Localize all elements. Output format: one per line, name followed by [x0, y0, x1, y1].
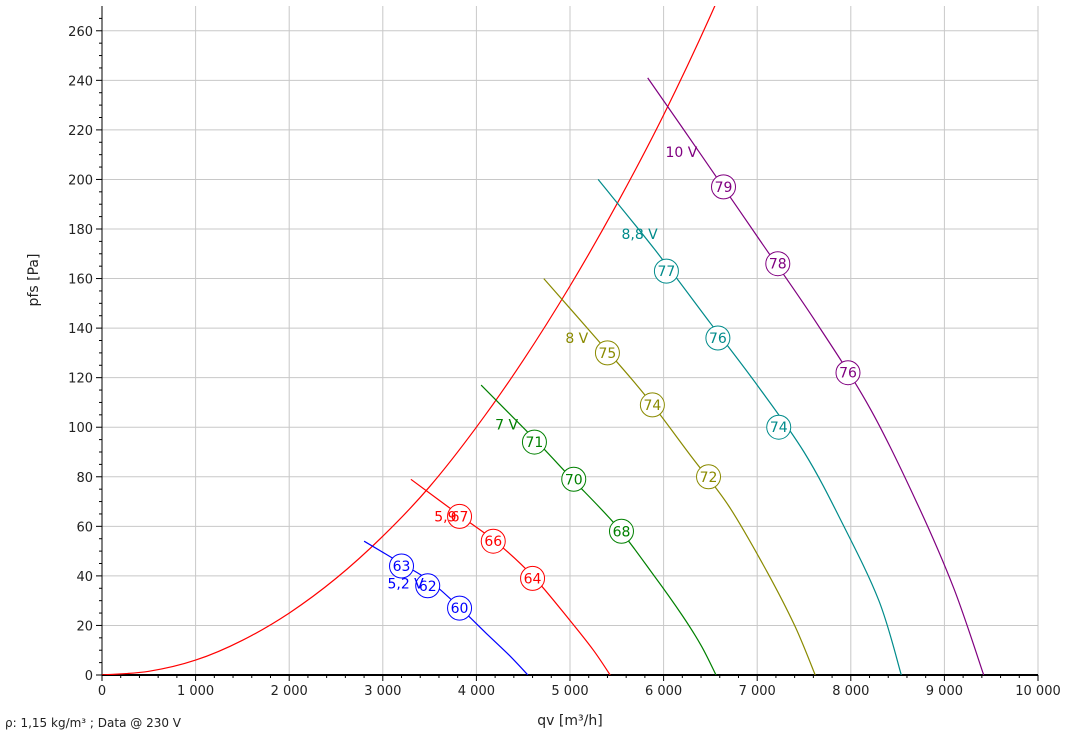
marker-1-0: 67 — [447, 503, 473, 529]
marker-2-2: 68 — [608, 518, 634, 544]
y-tick-label: 220 — [68, 124, 93, 139]
marker-circle — [766, 414, 792, 440]
series-label-5: 10 V — [665, 145, 697, 161]
marker-0-1: 62 — [415, 573, 441, 599]
series-label-2: 7 V — [495, 418, 518, 434]
marker-circle — [711, 174, 737, 200]
y-tick-label: 240 — [68, 74, 93, 89]
marker-3-0: 75 — [594, 340, 620, 366]
series-label-0: 5,2 V — [387, 576, 424, 592]
y-axis-label: pfs [Pa] — [26, 254, 42, 307]
marker-circle — [696, 464, 722, 490]
x-tick-label: 8 000 — [832, 684, 869, 699]
x-axis-label: qv [m³/h] — [537, 713, 602, 729]
y-tick-label: 180 — [68, 223, 93, 238]
marker-circle — [594, 340, 620, 366]
marker-3-1: 74 — [639, 392, 665, 418]
marker-circle — [608, 518, 634, 544]
marker-label: 78 — [769, 257, 787, 273]
footnote: ρ: 1,15 kg/m³ ; Data @ 230 V — [5, 716, 182, 730]
marker-5-2: 76 — [835, 360, 861, 386]
y-tick-label: 40 — [76, 570, 93, 585]
y-tick-label: 20 — [76, 619, 93, 634]
series-label-3: 8 V — [565, 331, 588, 347]
marker-label: 74 — [770, 420, 788, 436]
series-line-5 — [647, 77, 985, 675]
marker-label: 63 — [393, 559, 411, 575]
marker-circle — [835, 360, 861, 386]
marker-circle — [447, 595, 473, 621]
marker-0-2: 60 — [447, 595, 473, 621]
marker-label: 75 — [599, 346, 617, 362]
marker-label: 66 — [484, 534, 502, 550]
x-tick-label: 6 000 — [645, 684, 682, 699]
y-tick-label: 0 — [85, 669, 93, 684]
x-tick-label: 9 000 — [926, 684, 963, 699]
markers: 63 62 60 67 66 64 71 70 68 75 74 72 77 76 74 79 78 76 — [389, 174, 861, 621]
y-tick-label: 140 — [68, 322, 93, 337]
x-tick-label: 0 — [98, 684, 106, 699]
y-axis-ticks: 0 20 40 60 80 100 120 140 160 180 200 220 240 260 — [68, 17, 102, 684]
marker-label: 77 — [657, 264, 675, 280]
marker-label: 60 — [451, 601, 469, 617]
marker-label: 74 — [643, 398, 661, 414]
series-line-0 — [363, 540, 529, 675]
x-axis-ticks: 0 1 000 2 000 3 000 4 000 5 000 6 000 7 000 8 00… — [98, 675, 1061, 699]
x-tick-label: 1 000 — [177, 684, 214, 699]
y-tick-label: 100 — [68, 421, 93, 436]
curve-labels: 5,2 V 5,9 7 V 8 V 8,8 V 10 V — [387, 145, 697, 592]
marker-circle — [480, 528, 506, 554]
marker-label: 68 — [613, 524, 631, 540]
marker-label: 76 — [839, 366, 857, 382]
y-tick-label: 260 — [68, 25, 93, 40]
marker-circle — [389, 553, 415, 579]
marker-5-1: 78 — [765, 251, 791, 277]
marker-label: 72 — [700, 470, 718, 486]
x-tick-label: 3 000 — [364, 684, 401, 699]
marker-1-2: 64 — [520, 565, 546, 591]
y-tick-label: 80 — [76, 471, 93, 486]
marker-circle — [765, 251, 791, 277]
system-curve — [102, 6, 716, 675]
marker-circle — [653, 258, 679, 284]
series-label-4: 8,8 V — [621, 227, 658, 243]
marker-3-2: 72 — [696, 464, 722, 490]
marker-circle — [521, 429, 547, 455]
marker-label: 70 — [565, 472, 583, 488]
y-tick-label: 60 — [76, 520, 93, 535]
marker-label: 64 — [524, 571, 542, 587]
series-label-1: 5,9 — [434, 509, 456, 525]
marker-label: 79 — [715, 180, 733, 196]
y-tick-label: 120 — [68, 372, 93, 387]
marker-label: 71 — [526, 435, 544, 451]
marker-circle — [447, 503, 473, 529]
y-tick-label: 160 — [68, 273, 93, 288]
marker-circle — [561, 466, 587, 492]
marker-circle — [705, 325, 731, 351]
x-tick-label: 7 000 — [739, 684, 776, 699]
marker-2-1: 70 — [561, 466, 587, 492]
marker-4-0: 77 — [653, 258, 679, 284]
x-tick-label: 10 000 — [1015, 684, 1061, 699]
marker-circle — [415, 573, 441, 599]
marker-0-0: 63 — [389, 553, 415, 579]
marker-5-0: 79 — [711, 174, 737, 200]
x-tick-label: 2 000 — [271, 684, 308, 699]
y-tick-label: 200 — [68, 173, 93, 188]
marker-1-1: 66 — [480, 528, 506, 554]
marker-label: 67 — [451, 509, 469, 525]
marker-circle — [520, 565, 546, 591]
marker-label: 62 — [419, 579, 437, 595]
marker-circle — [639, 392, 665, 418]
marker-2-0: 71 — [521, 429, 547, 455]
marker-4-2: 74 — [766, 414, 792, 440]
x-tick-label: 4 000 — [458, 684, 495, 699]
marker-4-1: 76 — [705, 325, 731, 351]
marker-label: 76 — [709, 331, 727, 347]
x-tick-label: 5 000 — [551, 684, 588, 699]
